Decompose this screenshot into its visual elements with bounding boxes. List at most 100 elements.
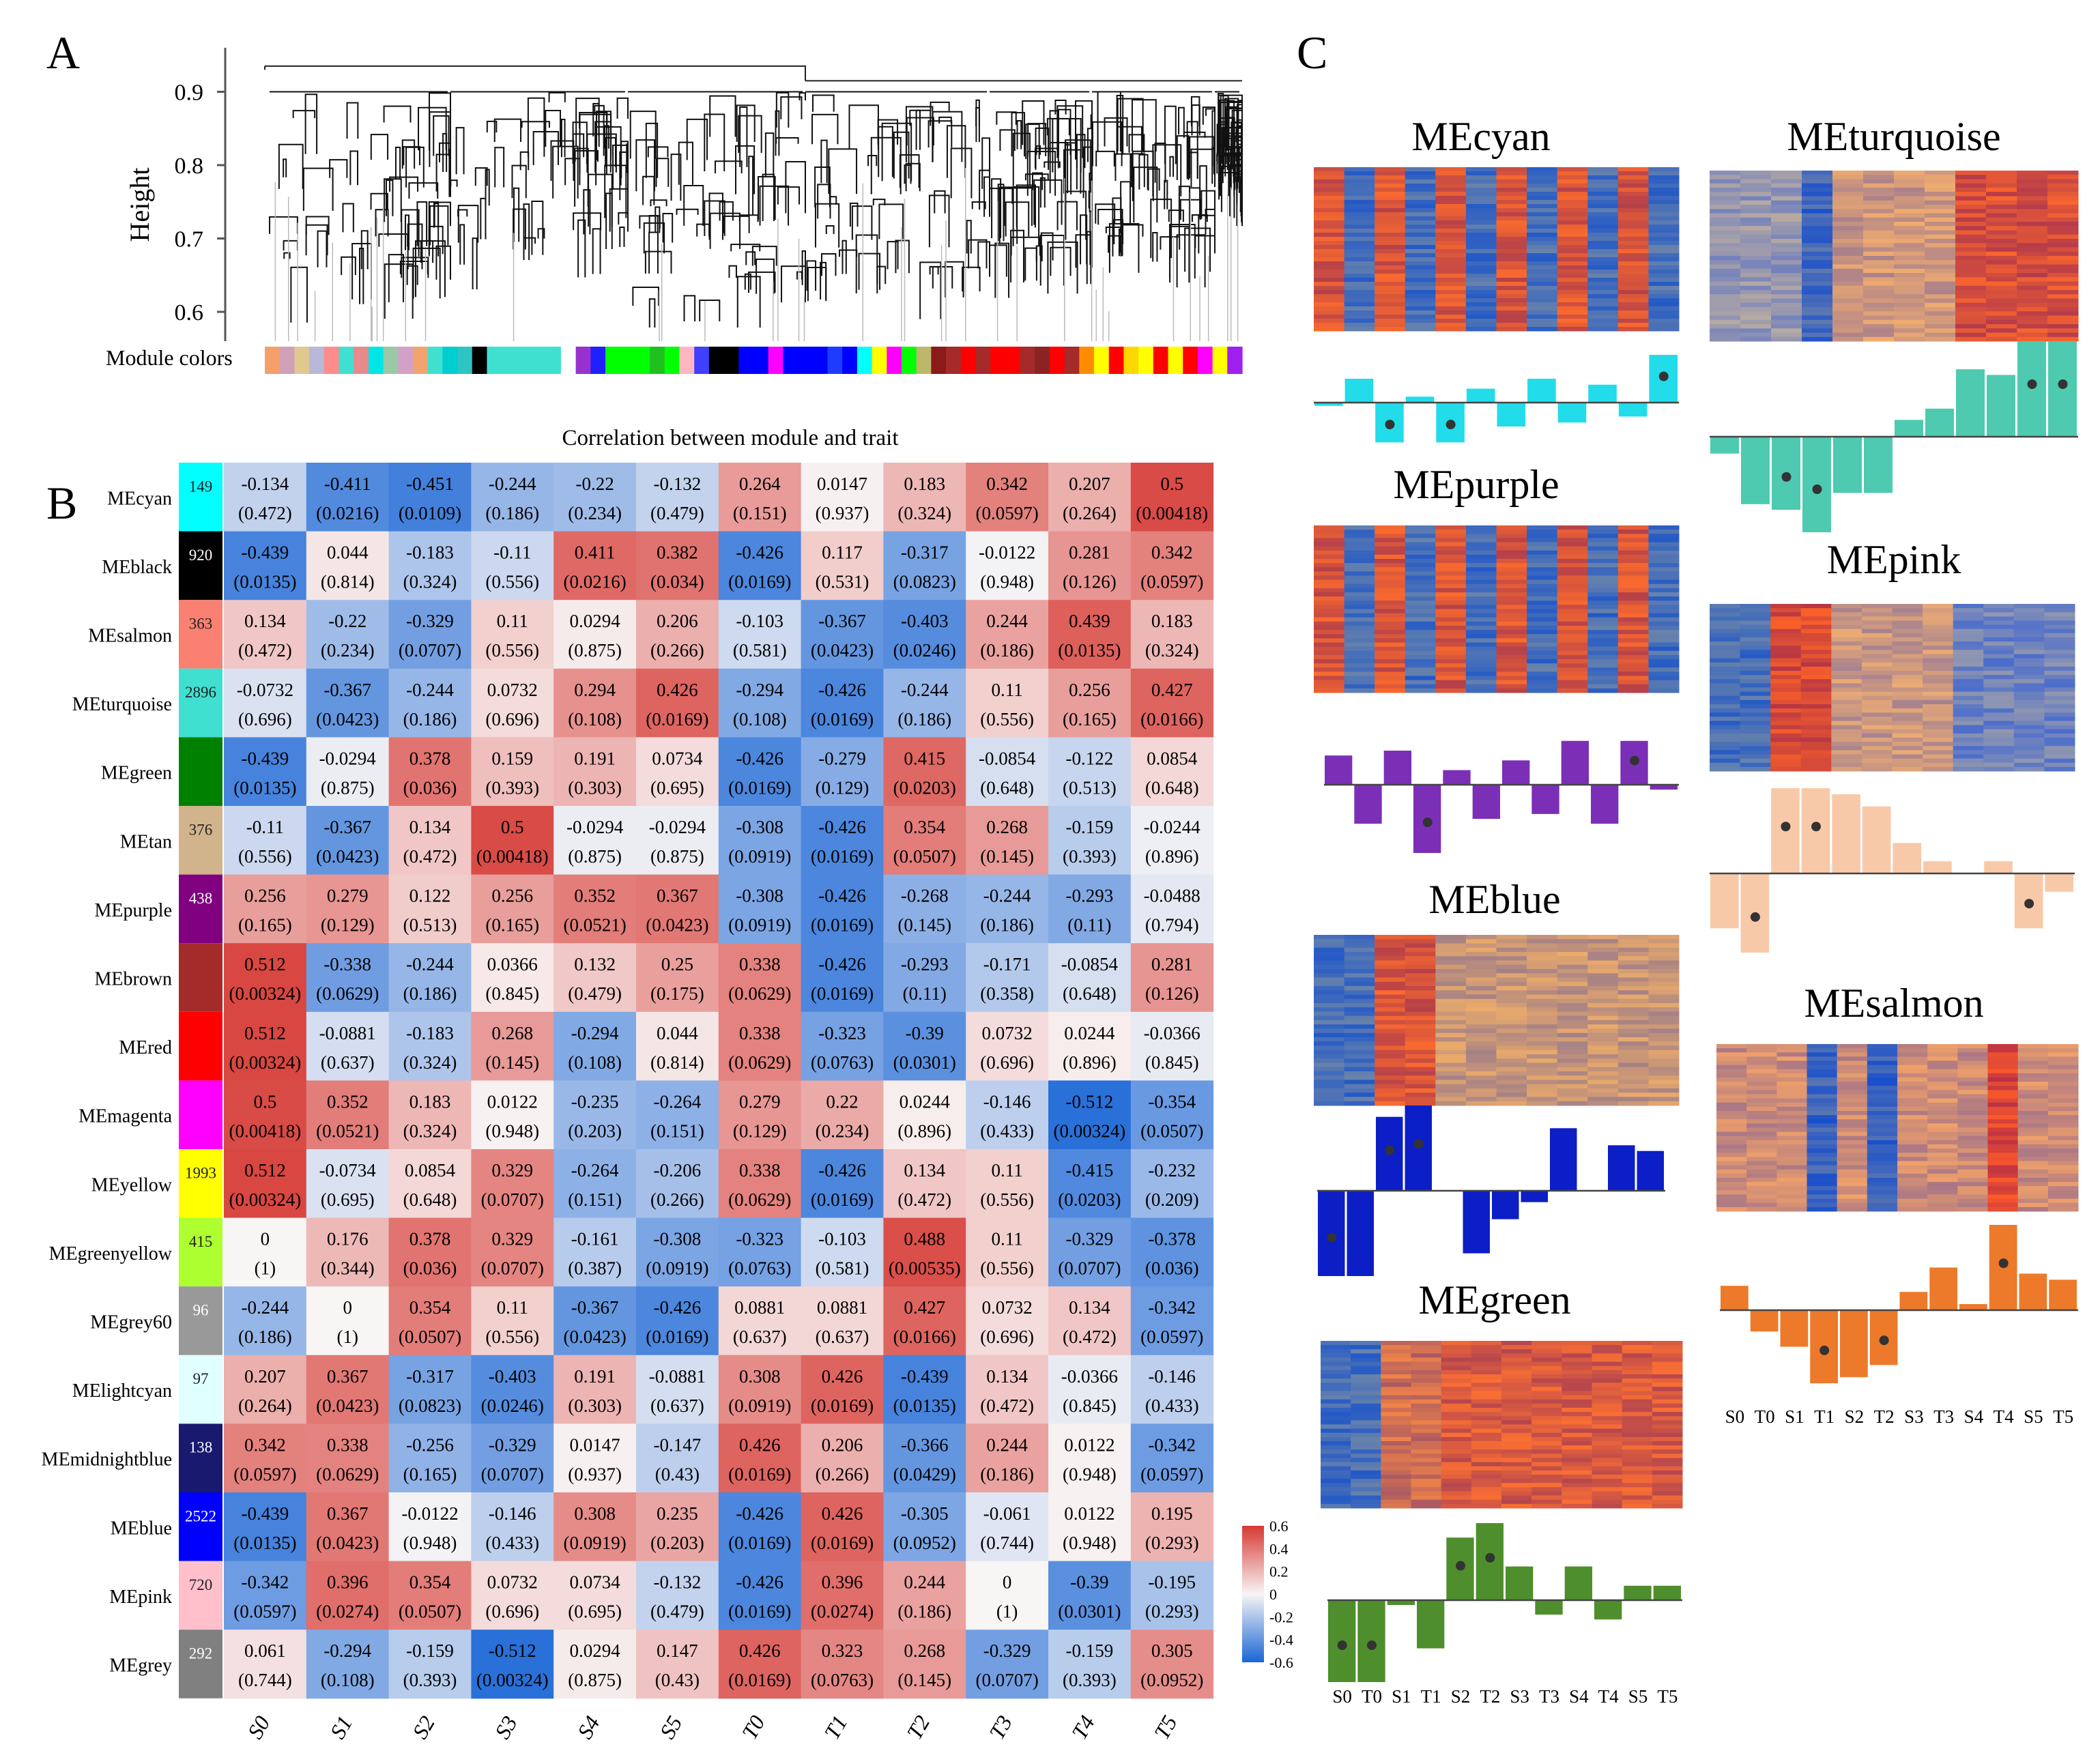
p-value: (0.0301)	[1058, 1602, 1121, 1622]
eigengene-bar	[1443, 770, 1471, 785]
expression-cell	[1892, 712, 1923, 717]
expression-cell	[1983, 637, 2015, 642]
expression-cell	[1777, 1131, 1807, 1137]
correlation-value: 0.25	[661, 954, 693, 974]
expression-cell	[1435, 935, 1467, 940]
expression-cell	[1314, 175, 1345, 180]
expression-cell	[1617, 981, 1649, 987]
expression-cell	[1405, 1101, 1436, 1106]
heatmap-cell	[636, 1286, 719, 1356]
expression-cell	[1867, 1086, 1898, 1090]
expression-cell	[1496, 973, 1527, 978]
expression-cell	[1351, 1441, 1381, 1446]
expression-cell	[1314, 952, 1345, 957]
significance-dot	[1750, 912, 1760, 922]
panel-label-b: B	[46, 477, 77, 529]
expression-cell	[1710, 183, 1741, 188]
expression-cell	[2017, 175, 2048, 179]
expression-cell	[1375, 196, 1406, 201]
expression-cell	[1802, 175, 1833, 179]
correlation-value: -0.317	[901, 542, 949, 563]
expression-cell	[1344, 200, 1375, 205]
expression-cell	[1710, 717, 1741, 721]
expression-cell	[1465, 956, 1497, 961]
module-color-segment	[502, 347, 517, 374]
correlation-value: -0.132	[654, 474, 702, 494]
expression-cell	[1802, 315, 1833, 321]
expression-cell	[2013, 637, 2045, 642]
expression-cell	[1837, 1060, 1868, 1066]
expression-cell	[1648, 298, 1680, 303]
expression-cell	[1955, 183, 1987, 188]
expression-cell	[1957, 1206, 1988, 1212]
eigengene-bar	[1862, 806, 1891, 873]
p-value: (0.108)	[568, 709, 622, 729]
eigengene-module: MEturquoise	[1710, 114, 2079, 532]
expression-cell	[1496, 684, 1527, 689]
expression-cell	[1435, 559, 1467, 564]
expression-cell	[1375, 939, 1406, 944]
expression-cell	[1435, 245, 1467, 250]
expression-cell	[1587, 1041, 1619, 1046]
expression-cell	[1321, 1449, 1351, 1454]
expression-cell	[1923, 671, 1954, 676]
dendrogram-branch	[605, 192, 613, 250]
dendrogram-branch	[370, 134, 389, 160]
expression-cell	[1405, 525, 1436, 530]
expression-cell	[1807, 1144, 1838, 1149]
expression-cell	[1648, 977, 1680, 983]
heatmap-cell	[1048, 1080, 1132, 1150]
module-size: 920	[189, 547, 213, 564]
expression-cell	[1441, 1353, 1472, 1358]
expression-cell	[1501, 1479, 1532, 1484]
expression-cell	[1465, 688, 1497, 693]
expression-cell	[1471, 1449, 1502, 1454]
expression-cell	[1892, 754, 1923, 759]
expression-cell	[2047, 1157, 2079, 1161]
expression-cell	[1344, 554, 1375, 560]
expression-cell	[1617, 1067, 1649, 1072]
expression-cell	[2047, 1127, 2079, 1133]
expression-cell	[1740, 183, 1772, 188]
expression-cell	[1957, 1157, 1988, 1161]
expression-cell	[1648, 225, 1680, 229]
expression-cell	[1802, 256, 1833, 261]
heatmap-cell	[1048, 463, 1132, 532]
p-value: (0.648)	[980, 777, 1034, 798]
expression-cell	[1562, 1365, 1592, 1371]
expression-cell	[1496, 676, 1527, 681]
expression-cell	[1897, 1111, 1928, 1116]
expression-cell	[1496, 654, 1527, 660]
expression-cell	[2047, 1194, 2079, 1200]
p-value: (0.696)	[238, 709, 292, 729]
heatmap-cell	[306, 1286, 390, 1356]
expression-cell	[1351, 1391, 1381, 1396]
expression-cell	[1622, 1487, 1653, 1492]
expression-cell	[1953, 742, 1984, 747]
module-color-segment	[265, 347, 281, 374]
expression-cell	[1927, 1123, 1958, 1128]
expression-cell	[1617, 282, 1649, 287]
expression-cell	[1863, 209, 1895, 214]
expression-cell	[1405, 998, 1436, 1004]
p-value: (0.695)	[568, 1602, 622, 1622]
p-value: (0.126)	[1145, 983, 1199, 1004]
dendrogram-branch	[1138, 154, 1149, 190]
expression-cell	[1562, 1399, 1592, 1404]
expression-cell	[1861, 662, 1893, 667]
heatmap-cell	[1130, 1217, 1214, 1287]
expression-cell	[1557, 229, 1588, 233]
expression-cell	[1557, 671, 1588, 676]
expression-cell	[1527, 1084, 1558, 1089]
expression-cell	[1375, 600, 1406, 605]
expression-cell	[1710, 217, 1741, 222]
dendrogram-branch	[283, 158, 287, 177]
expression-cell	[1832, 183, 1864, 188]
expression-cell	[1405, 688, 1436, 693]
expression-cell	[2047, 226, 2079, 231]
expression-cell	[1435, 1084, 1467, 1089]
correlation-value: -0.426	[818, 1160, 866, 1181]
dendrogram-branch	[872, 199, 886, 206]
expression-cell	[1344, 571, 1375, 576]
